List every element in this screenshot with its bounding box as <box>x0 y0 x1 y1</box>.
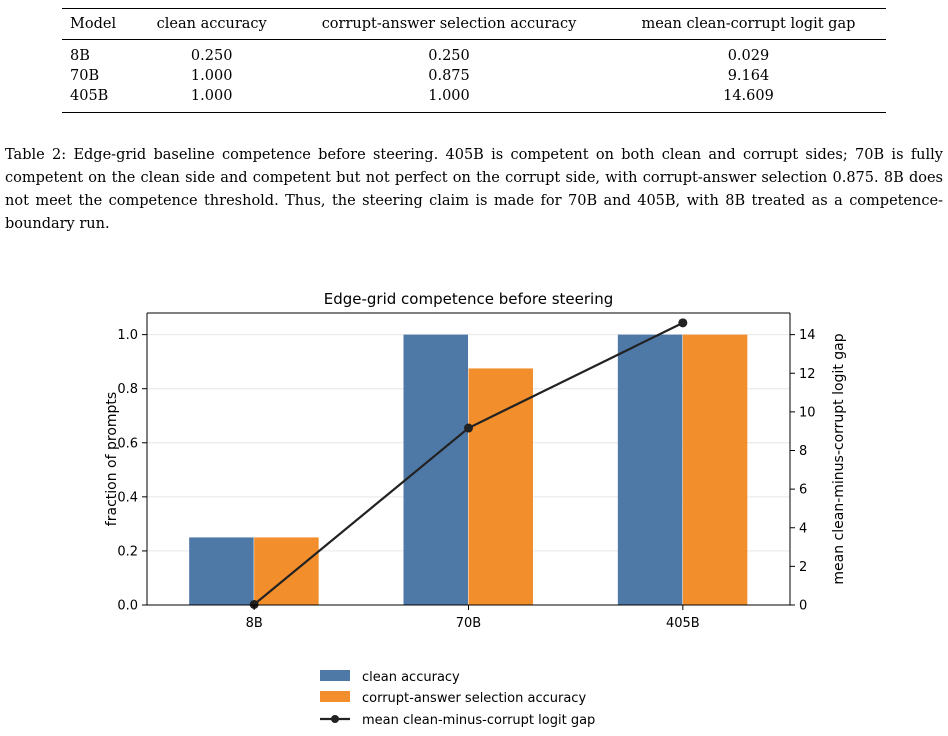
legend-swatch <box>320 691 350 702</box>
y-tick-label: 0.2 <box>117 544 138 559</box>
y2-axis-label: mean clean-minus-corrupt logit gap <box>831 333 847 584</box>
y-tick-label: 1.0 <box>117 328 138 343</box>
table-cell: 8B <box>70 48 90 64</box>
legend-label: clean accuracy <box>362 670 460 685</box>
y2-tick-label: 4 <box>799 521 807 536</box>
table-cell: 0.250 <box>190 48 233 64</box>
bar-clean-accuracy <box>189 537 254 605</box>
y2-tick-label: 0 <box>799 599 807 614</box>
bar-corrupt-answer-selection-accuracy <box>468 368 533 605</box>
y-tick-label: 0.6 <box>117 436 138 451</box>
table-cell: 0.250 <box>428 48 470 64</box>
bar-clean-accuracy <box>403 334 468 605</box>
y2-tick-label: 14 <box>799 328 816 343</box>
table-cell: 0.029 <box>727 48 770 64</box>
table-cell: 0.875 <box>428 68 470 84</box>
table-cell: 1.000 <box>190 88 233 104</box>
table-caption: Table 2: Edge-grid baseline competence b… <box>5 144 943 236</box>
header-model: Model <box>70 16 117 32</box>
bar-clean-accuracy <box>617 334 683 605</box>
legend-label: corrupt-answer selection accuracy <box>362 691 586 706</box>
table-cell: 405B <box>70 88 109 104</box>
table-row: 8B 0.250 0.250 0.029 <box>62 40 886 67</box>
results-table: Model clean accuracy corrupt-answer sele… <box>62 8 886 113</box>
y2-tick-label: 10 <box>799 405 816 420</box>
table-row: 70B 1.000 0.875 9.164 <box>62 66 886 86</box>
logit-gap-point <box>678 318 688 328</box>
y-tick-label: 0.4 <box>117 490 138 505</box>
chart-title: Edge-grid competence before steering <box>324 290 614 308</box>
bar-corrupt-answer-selection-accuracy <box>254 537 319 605</box>
y-tick-label: 0.8 <box>117 382 138 397</box>
y-tick-label: 0.0 <box>117 599 138 614</box>
table-row: 405B 1.000 1.000 14.609 <box>62 86 886 113</box>
caption-text: Edge-grid baseline competence before ste… <box>5 147 943 232</box>
y2-tick-label: 2 <box>799 560 807 575</box>
x-tick-label: 70B <box>456 616 481 631</box>
y2-tick-label: 8 <box>799 444 807 459</box>
table-cell: 1.000 <box>428 88 470 104</box>
table-header-row: Model clean accuracy corrupt-answer sele… <box>62 8 886 40</box>
table-cell: 9.164 <box>727 68 770 84</box>
y-axis-label: fraction of prompts <box>104 392 120 526</box>
table-cell: 14.609 <box>723 88 774 104</box>
legend-marker <box>331 715 339 723</box>
legend-swatch <box>320 670 350 681</box>
logit-gap-point <box>249 599 259 609</box>
logit-gap-point <box>464 423 473 433</box>
x-tick-label: 8B <box>246 616 263 631</box>
header-corrupt-selection: corrupt-answer selection accuracy <box>321 16 577 32</box>
table-cell: 70B <box>70 68 100 84</box>
header-logit-gap: mean clean-corrupt logit gap <box>641 16 856 32</box>
x-tick-label: 405B <box>666 616 700 631</box>
bar-corrupt-answer-selection-accuracy <box>682 334 748 605</box>
y2-tick-label: 6 <box>799 483 807 498</box>
header-clean-accuracy: clean accuracy <box>156 16 267 32</box>
table-cell: 1.000 <box>190 68 233 84</box>
caption-label: Table 2: <box>5 147 67 163</box>
legend-label: mean clean-minus-corrupt logit gap <box>362 713 595 728</box>
y2-tick-label: 12 <box>799 367 816 382</box>
